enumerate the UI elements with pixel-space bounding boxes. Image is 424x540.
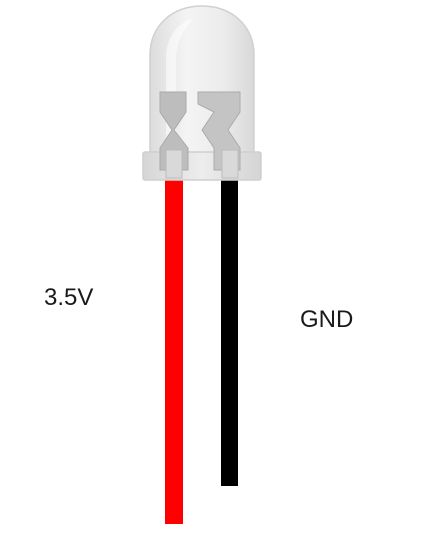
led-lead-stub-positive (165, 149, 183, 179)
led-dome (149, 5, 255, 163)
ground-wire (221, 176, 238, 486)
ground-lead-label: GND (300, 306, 354, 333)
positive-lead-label: 3.5V (44, 284, 94, 311)
positive-wire (165, 176, 183, 524)
led-lead-stub-ground (221, 149, 239, 179)
